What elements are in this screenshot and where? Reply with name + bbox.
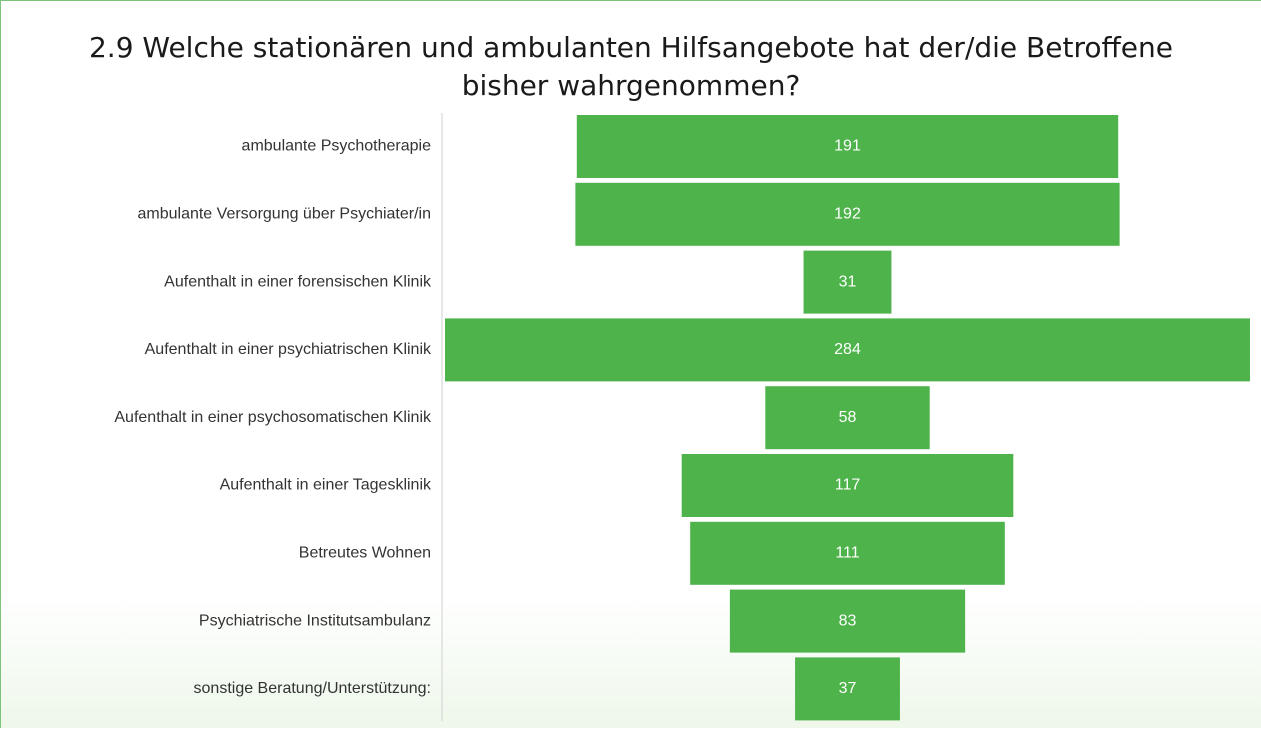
category-label: Betreutes Wohnen: [299, 545, 431, 562]
category-label: Aufenthalt in einer psychosomatischen Kl…: [114, 409, 432, 426]
funnel-bar: [795, 657, 900, 721]
value-label: 191: [834, 138, 861, 155]
value-label: 31: [839, 273, 857, 290]
category-label: Psychiatrische Institutsambulanz: [199, 612, 431, 629]
funnel-bar: [576, 115, 1119, 178]
value-label: 58: [839, 409, 857, 426]
category-label: Aufenthalt in einer forensischen Klinik: [164, 273, 432, 290]
funnel-bar: [803, 250, 892, 314]
category-label: Aufenthalt in einer psychiatrischen Klin…: [145, 341, 432, 358]
category-label: ambulante Psychotherapie: [242, 138, 432, 155]
value-label: 117: [835, 477, 861, 494]
funnel-bar: [445, 318, 1250, 382]
funnel-bar: [575, 182, 1120, 246]
category-label: Aufenthalt in einer Tagesklinik: [220, 477, 432, 494]
value-label: 192: [834, 206, 861, 223]
funnel-bar: [765, 386, 930, 450]
funnel-bar: [729, 589, 966, 653]
value-label: 111: [835, 545, 859, 562]
category-label: sonstige Beratung/Unterstützung:: [194, 680, 431, 697]
funnel-bar: [690, 521, 1005, 585]
value-label: 37: [839, 680, 857, 697]
funnel-bar: [681, 454, 1014, 517]
category-label: ambulante Versorgung über Psychiater/in: [137, 206, 431, 223]
value-label: 284: [834, 341, 861, 358]
chart-title: 2.9 Welche stationären und ambulanten Hi…: [88, 31, 1173, 102]
value-label: 83: [839, 612, 857, 629]
